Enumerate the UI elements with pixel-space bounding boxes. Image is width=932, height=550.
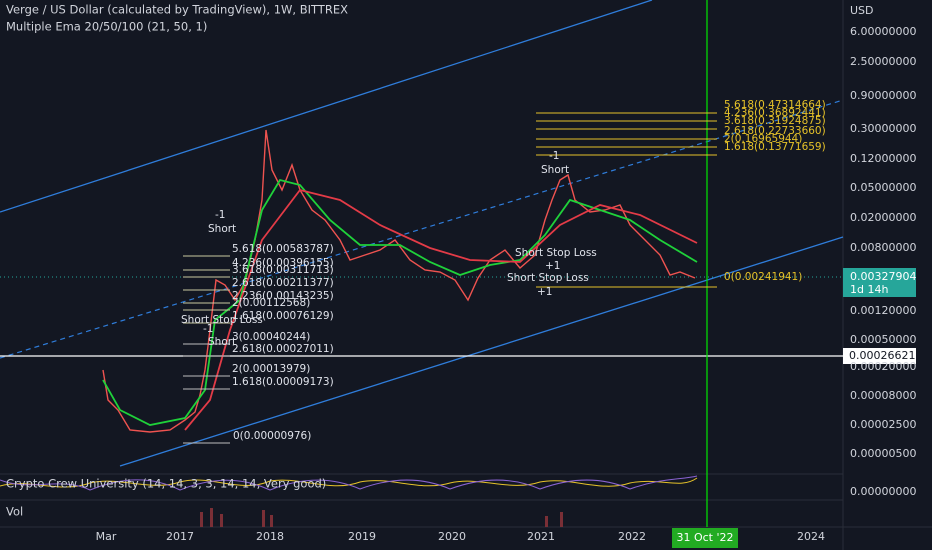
price-label: 6.00000000: [850, 25, 916, 38]
price-label: 0.00020000: [850, 360, 916, 373]
ema-fast: [102, 178, 698, 426]
price-label: 0.12000000: [850, 152, 916, 165]
price-label: 0.90000000: [850, 89, 916, 102]
fib-label: 4.236(0.36892441): [724, 107, 826, 119]
fib-label: 3.618(0.31924875): [724, 115, 826, 127]
fib-label: 5.618(0.47314664): [724, 99, 826, 111]
price-label: 0.00000000: [850, 485, 916, 498]
price-label: 0.00120000: [850, 304, 916, 317]
crosshair-price-box: [843, 348, 916, 364]
annotation: -1: [215, 209, 225, 221]
fib-label: 2(0.00112568): [232, 297, 310, 309]
oscillator-line: [0, 477, 698, 488]
fib-label: 1.618(0.00076129): [232, 310, 334, 322]
fib-label: 5.618(0.00583787): [232, 243, 334, 255]
crosshair-price: 0.00026621: [849, 349, 915, 362]
price-label: 2.50000000: [850, 55, 916, 68]
price-label: 0.00002500: [850, 418, 916, 431]
fib-label: 1.618(0.00009173): [232, 376, 334, 388]
volume-bars: [200, 508, 563, 527]
annotation: +1: [537, 286, 552, 298]
channel-upper: [0, 0, 653, 213]
time-label: 2019: [348, 530, 376, 543]
time-label: 2017: [166, 530, 194, 543]
time-label: 2021: [527, 530, 555, 543]
time-label: Mar: [96, 530, 117, 543]
annotation: Short Stop Loss: [515, 247, 597, 259]
chart-title: Verge / US Dollar (calculated by Trading…: [6, 3, 348, 17]
annotation: Short: [208, 223, 236, 235]
fib-label: 1.618(0.13771659): [724, 141, 826, 153]
axis-unit: USD: [850, 4, 874, 17]
ema-slow: [184, 188, 698, 431]
annotation: Short: [541, 164, 569, 176]
fib-label: 2(0.16965944): [724, 133, 802, 145]
fib-label: 2.618(0.22733660): [724, 125, 826, 137]
fib-label: 2.618(0.00211377): [232, 277, 334, 289]
time-label: 2020: [438, 530, 466, 543]
fib-label: 0(0.00241941): [724, 271, 802, 283]
countdown: 1d 14h: [850, 283, 888, 296]
annotation: Short Stop Loss: [507, 272, 589, 284]
time-label: 2024: [797, 530, 825, 543]
crosshair-date: 31 Oct '22: [676, 531, 733, 544]
annotation: -1: [549, 150, 559, 162]
price-label: 0.00000500: [850, 447, 916, 460]
fib-label: 2.236(0.00143235): [232, 290, 334, 302]
annotation: Short: [208, 336, 236, 348]
price-label: 0.00050000: [850, 333, 916, 346]
current-price: 0.00327904: [850, 270, 916, 283]
time-label: 2022: [618, 530, 646, 543]
oscillator-name: Crypto Crew University (14, 14, 3, 3, 14…: [6, 477, 326, 491]
fib-label: 3.618(0.00311713): [232, 264, 334, 276]
time-label: 2018: [256, 530, 284, 543]
annotation: +1: [545, 260, 560, 272]
annotation: Short Stop Loss: [181, 314, 263, 326]
fib-label: 4.236(0.00396155): [232, 257, 334, 269]
fib-label: 3(0.00040244): [232, 331, 310, 343]
oscillator-signal: [0, 475, 698, 491]
fib-label: 2(0.00013979): [232, 363, 310, 375]
fib-label: 0(0.00000976): [233, 430, 311, 442]
price-label: 0.00800000: [850, 241, 916, 254]
volume-name: Vol: [6, 505, 23, 519]
price-label: 0.00008000: [850, 389, 916, 402]
fib-label: 2.618(0.00027011): [232, 343, 334, 355]
price-label: 0.05000000: [850, 181, 916, 194]
price-label: 0.30000000: [850, 122, 916, 135]
indicator-name: Multiple Ema 20/50/100 (21, 50, 1): [6, 20, 207, 34]
channel-lower: [119, 236, 844, 467]
channel-mid: [0, 99, 844, 359]
annotation: -1: [203, 323, 213, 335]
price-label: 0.02000000: [850, 211, 916, 224]
crosshair-date-box: [672, 528, 738, 548]
current-price-box: [843, 268, 916, 297]
